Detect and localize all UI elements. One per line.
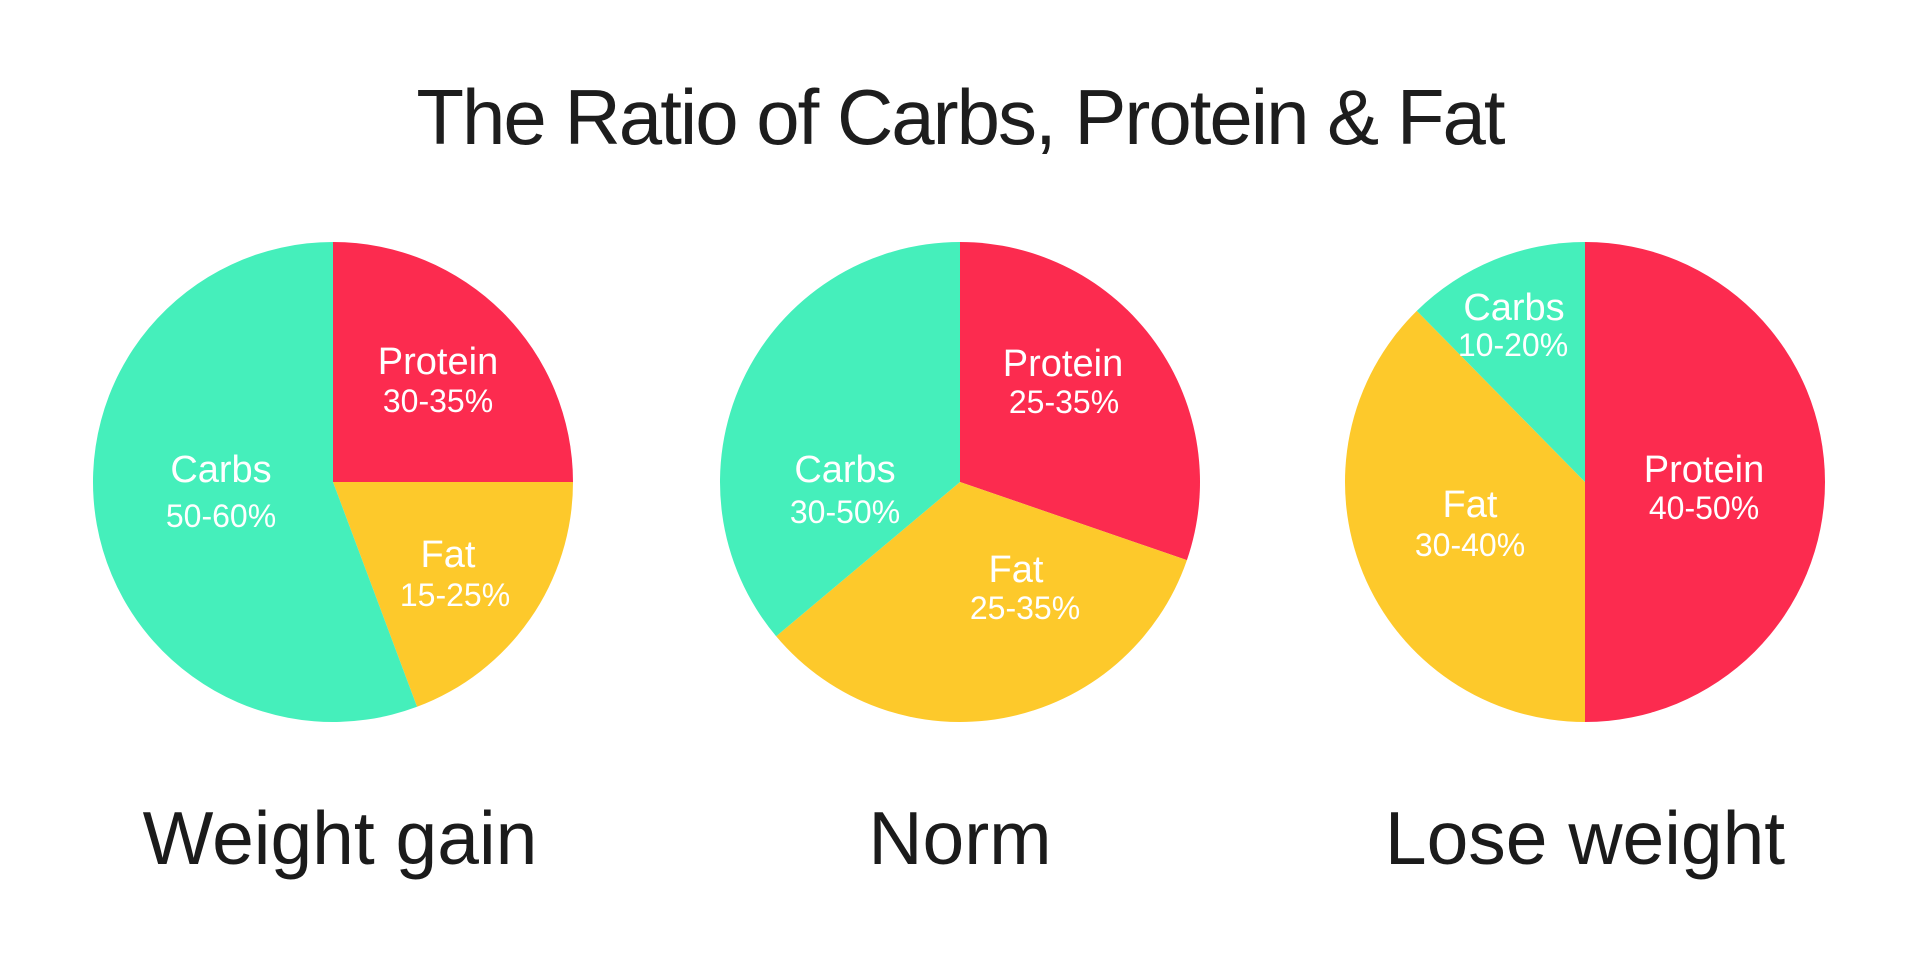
pie-0-label-protein: Protein (378, 341, 498, 383)
pie-0-label-carbs: Carbs (170, 449, 271, 491)
pie-1-slice-carbs (719, 242, 960, 637)
pie-2-label-protein: Protein (1644, 449, 1764, 491)
caption-norm: Norm (868, 796, 1052, 880)
pie-2-label-fat: Fat (1443, 484, 1498, 526)
pie-0-slice-carbs (92, 242, 418, 722)
pie-1-value-fat: 25-35% (970, 590, 1080, 626)
pie-0-value-protein: 30-35% (383, 383, 493, 419)
pie-2-slice-protein (1585, 242, 1825, 722)
pie-1-slice-protein (960, 242, 1200, 561)
pie-2-slice-carbs (1416, 242, 1585, 482)
pie-1-label-fat: Fat (989, 549, 1044, 591)
pie-0-slice-fat (333, 482, 573, 707)
pie-1-label-carbs: Carbs (794, 449, 895, 491)
pie-0-slice-protein (333, 242, 573, 482)
pie-0-label-fat: Fat (421, 534, 476, 576)
pie-1-value-protein: 25-35% (1009, 384, 1119, 420)
pie-1-value-carbs: 30-50% (790, 494, 900, 530)
pie-1-label-protein: Protein (1003, 343, 1123, 385)
pie-2-value-protein: 40-50% (1649, 490, 1759, 526)
caption-lose-weight: Lose weight (1384, 796, 1786, 880)
pie-0-value-carbs: 50-60% (166, 498, 276, 534)
pie-2-label-carbs: Carbs (1463, 287, 1564, 329)
caption-weight-gain: Weight gain (142, 796, 538, 880)
pie-2-value-fat: 30-40% (1415, 527, 1525, 563)
pie-0-value-fat: 15-25% (400, 577, 510, 613)
pie-2-value-carbs: 10-20% (1458, 327, 1568, 363)
pie-2-slice-fat (1344, 310, 1585, 722)
page-title: The Ratio of Carbs, Protein & Fat (416, 73, 1505, 161)
pie-1-slice-fat (776, 482, 1187, 722)
